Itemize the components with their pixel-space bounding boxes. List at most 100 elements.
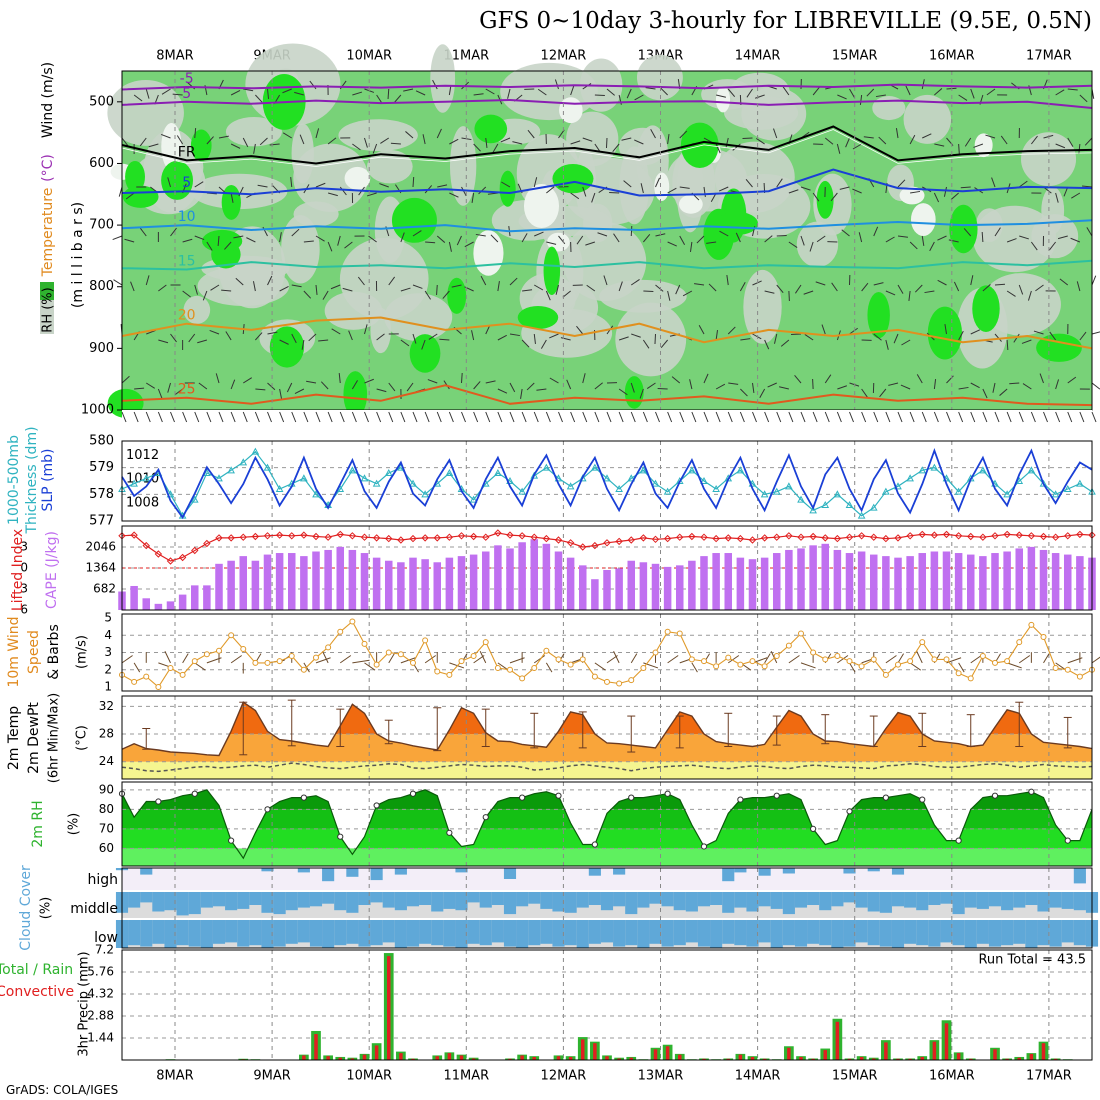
surface-wind-barb [715, 411, 721, 423]
wind-barb [306, 380, 317, 384]
wind-barb [715, 330, 719, 341]
cape-bar [663, 566, 672, 610]
surface-wind-barb [473, 411, 479, 423]
cape-bar [845, 553, 854, 610]
wind-barb [994, 227, 1001, 237]
surface-wind-barb [242, 411, 248, 423]
cape-bar [639, 562, 648, 610]
cape-bar [688, 560, 696, 610]
cloud-bar-middle [237, 892, 250, 909]
axis-label: & Barbs [46, 624, 62, 680]
wind-barb [449, 662, 465, 669]
cloud-bar-low [1001, 920, 1014, 946]
li-point [421, 534, 429, 542]
li-point [833, 534, 842, 543]
cape-bar [190, 585, 199, 610]
axis-unit: (m/s) [75, 635, 90, 669]
wind-speed-point [555, 656, 562, 663]
cloud-bar-middle [467, 892, 480, 903]
wind-speed-point [640, 665, 647, 672]
moist-rh-patch [927, 306, 963, 360]
wind-barb [545, 290, 551, 301]
li-point [785, 532, 793, 540]
date-label-bottom: 8MAR [156, 1069, 193, 1084]
wind-barb [858, 232, 863, 243]
wind-barb [1059, 278, 1069, 286]
surface-wind-barb [170, 411, 175, 423]
wind-speed-point [701, 658, 707, 665]
wind-barb [570, 140, 581, 145]
cloud-bar-low [358, 920, 371, 947]
wind-speed-point [652, 649, 659, 656]
cape-bar [554, 551, 563, 610]
wind-barb [322, 290, 329, 300]
wind-barb [294, 91, 305, 96]
cloud-bar-high [322, 868, 335, 882]
cape-bar [748, 559, 757, 610]
surface-wind-barb [545, 411, 551, 423]
wind-barb [861, 282, 869, 292]
wind-barb [534, 231, 544, 237]
axis-label: (m i l l i b a r s) [70, 202, 86, 308]
wind-barb [158, 339, 169, 344]
wind-speed-point [494, 665, 501, 672]
wind-barb [512, 141, 523, 145]
wind-barb [357, 276, 365, 286]
wind-speed-point [846, 658, 853, 665]
wind-barb [1027, 290, 1032, 301]
li-point [203, 539, 211, 548]
wind-barb [267, 275, 273, 286]
wind-barb [400, 232, 405, 243]
temperature-contour [121, 125, 1093, 165]
wind-barb [794, 375, 802, 384]
surface-wind-barb [667, 411, 673, 423]
wind-barb [403, 88, 414, 92]
wind-barb [124, 238, 135, 243]
cape-bar [215, 563, 223, 610]
wind-speed-point [446, 671, 453, 678]
cape-tick-label: 1364 [85, 561, 116, 575]
wind-barb [667, 241, 677, 247]
li-point [154, 550, 163, 558]
cloud-bar-low [200, 920, 213, 948]
cape-bar [494, 545, 502, 610]
li-point [894, 534, 902, 542]
li-point [324, 533, 332, 541]
cloud-bar-low [540, 920, 553, 944]
rh-point [519, 794, 526, 801]
wind-barb [922, 133, 932, 139]
li-point [857, 532, 866, 540]
dry-rh-patch [563, 222, 647, 302]
cloud-bar-low [1061, 920, 1074, 943]
surface-wind-barb [230, 411, 236, 423]
wind-barb [696, 235, 705, 244]
wind-barb [352, 91, 363, 96]
li-point [918, 530, 926, 539]
wind-barb [422, 134, 426, 145]
wind-barb [924, 290, 935, 294]
cloud-bar-high [843, 868, 856, 874]
wind-barb [412, 230, 422, 237]
li-point [191, 546, 199, 555]
date-label-top: 14MAR [735, 49, 781, 64]
li-point [1051, 533, 1060, 541]
cape-bar [821, 543, 830, 610]
wind-speed-point [373, 661, 380, 668]
surface-wind-barb [836, 411, 842, 423]
wind-barb [479, 651, 487, 664]
wind-barb [963, 228, 972, 237]
surface-wind-barb [582, 411, 588, 423]
li-point [579, 543, 587, 551]
wind-barb [613, 651, 620, 664]
wind-barb [1086, 227, 1093, 237]
cloud-bar-middle [807, 892, 820, 905]
li-point [482, 533, 490, 541]
wind-barb [348, 330, 353, 341]
cloud-bar-low [891, 920, 905, 948]
cape-tick-label: 682 [93, 582, 116, 596]
wind-barb [888, 382, 899, 386]
surface-wind-barb [1030, 411, 1036, 423]
surface-wind-barb [594, 411, 600, 423]
cloud-bar-middle [588, 892, 601, 905]
